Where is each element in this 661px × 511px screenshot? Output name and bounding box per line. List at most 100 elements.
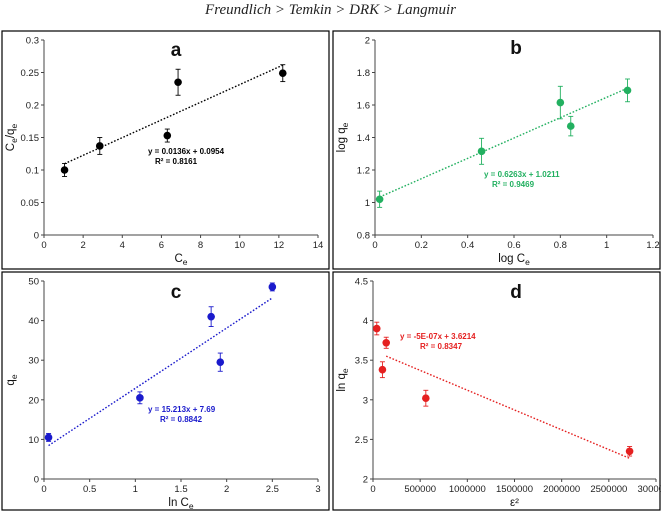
y-axis-label: qe <box>5 374 19 385</box>
data-point <box>378 365 387 374</box>
x-tick-label: 0 <box>41 240 46 251</box>
y-tick-label: 4 <box>363 316 368 327</box>
panel-letter: a <box>171 40 182 61</box>
panel-frame <box>332 271 661 511</box>
x-axis-label: ln Ce <box>168 497 193 511</box>
x-tick-label: 2 <box>224 484 229 495</box>
data-point <box>207 312 215 321</box>
r-squared-label: R² = 0.8161 <box>155 157 198 166</box>
panel-letter: b <box>510 38 522 59</box>
x-tick-label: 14 <box>313 240 324 251</box>
panel-frame <box>1 271 330 511</box>
data-point <box>556 98 565 107</box>
data-point <box>174 78 182 87</box>
y-tick-label: 2 <box>365 36 370 47</box>
figure-title: Freundlich > Temkin > DRK > Langmuir <box>205 2 456 18</box>
y-tick-label: 3.5 <box>355 356 368 367</box>
x-tick-label: 6 <box>159 240 164 251</box>
y-tick-label: 10 <box>28 435 39 446</box>
x-tick-label: 4 <box>120 240 125 251</box>
y-tick-label: 4.5 <box>355 277 368 288</box>
x-tick-label: 2.5 <box>266 484 279 495</box>
panel-frame <box>1 30 330 270</box>
data-point <box>95 142 104 150</box>
y-tick-label: 1.8 <box>357 68 370 79</box>
y-tick-label: 0.15 <box>21 133 40 144</box>
x-tick-label: 2000000 <box>543 484 580 495</box>
x-tick-label: 1 <box>133 484 138 495</box>
x-tick-label: 500000 <box>404 484 436 495</box>
y-tick-label: 2.5 <box>355 435 368 446</box>
x-tick-label: 3 <box>315 484 320 495</box>
x-tick-label: 0.5 <box>83 484 96 495</box>
y-tick-label: 1 <box>365 198 370 209</box>
r-squared-label: R² = 0.9469 <box>492 180 535 189</box>
x-tick-label: 8 <box>198 240 203 251</box>
data-point <box>422 394 430 403</box>
x-tick-label: 1 <box>604 240 609 251</box>
x-tick-label: 1.2 <box>646 240 659 251</box>
chart-panel-b: 0 0.2 0.4 0.6 0.8 1 1.2 0.8 1 1.2 1.4 1.6 1.8 2 log Ce… <box>332 30 661 270</box>
data-point <box>216 358 225 366</box>
x-tick-label: 0.4 <box>461 240 474 251</box>
trend-equation: y = 15.213x + 7.69 <box>148 405 216 414</box>
y-tick-label: 0.1 <box>26 166 39 177</box>
x-tick-label: 0.8 <box>554 240 567 251</box>
x-axis-label: log Ce <box>498 253 530 267</box>
r-squared-label: R² = 0.8347 <box>420 342 463 351</box>
y-axis-label: ln qe <box>336 368 350 392</box>
trend-equation: y = -5E-07x + 3.6214 <box>400 332 476 341</box>
data-point <box>382 338 391 347</box>
data-point <box>268 283 277 291</box>
x-axis-label: Ce <box>174 253 187 267</box>
x-tick-label: 1.5 <box>174 484 187 495</box>
data-point <box>163 131 172 140</box>
trend-equation: y = 0.0136x + 0.0954 <box>148 147 225 156</box>
data-point <box>566 122 575 130</box>
chart-panel-a: 0 2 4 6 8 10 12 14 0 0.05 0.1 0.15 0.2 0.25 0.3 Ce Ce/qe… <box>1 30 330 270</box>
data-point <box>44 433 53 442</box>
y-tick-label: 1.4 <box>357 133 370 144</box>
data-point <box>477 147 486 156</box>
x-tick-label: 1500000 <box>496 484 533 495</box>
trend-equation: y = 0.6263x + 1.0211 <box>484 170 560 179</box>
y-tick-label: 30 <box>28 356 39 367</box>
data-point <box>372 324 381 333</box>
y-tick-label: 0.2 <box>26 101 39 112</box>
y-tick-label: 0.3 <box>26 36 39 47</box>
x-tick-label: 3000000 <box>638 484 661 495</box>
y-tick-label: 0.25 <box>21 68 40 79</box>
x-tick-label: 10 <box>234 240 245 251</box>
y-tick-label: 1.6 <box>357 101 370 112</box>
data-point <box>375 195 384 204</box>
x-axis-label: ε² <box>510 497 519 509</box>
x-tick-label: 0 <box>372 240 377 251</box>
r-squared-label: R² = 0.8842 <box>160 415 203 424</box>
y-tick-label: 3 <box>363 395 368 406</box>
chart-panel-d: 0 500000 1000000 1500000 2000000 2500000 30000… <box>332 271 661 511</box>
x-tick-label: 0.2 <box>415 240 428 251</box>
y-tick-label: 1.2 <box>357 166 370 177</box>
x-tick-label: 2 <box>80 240 85 251</box>
y-tick-label: 0.8 <box>357 231 370 242</box>
trend-line <box>64 64 284 165</box>
data-point <box>278 69 287 77</box>
y-axis-label: Ce/qe <box>5 124 19 152</box>
data-point <box>136 394 144 402</box>
y-tick-label: 2 <box>363 475 368 486</box>
x-tick-label: 1000000 <box>449 484 486 495</box>
x-tick-label: 0 <box>41 484 46 495</box>
y-tick-label: 0 <box>34 231 39 242</box>
panel-frame <box>332 30 661 270</box>
y-tick-label: 50 <box>28 277 39 288</box>
y-axis-label: log qe <box>336 122 350 152</box>
panel-letter: d <box>510 282 522 303</box>
x-tick-label: 0 <box>370 484 375 495</box>
y-tick-label: 0 <box>34 475 39 486</box>
data-point <box>623 86 632 95</box>
x-tick-label: 2500000 <box>590 484 627 495</box>
data-point <box>625 447 634 456</box>
trend-line <box>379 87 628 198</box>
y-tick-label: 40 <box>28 316 39 327</box>
